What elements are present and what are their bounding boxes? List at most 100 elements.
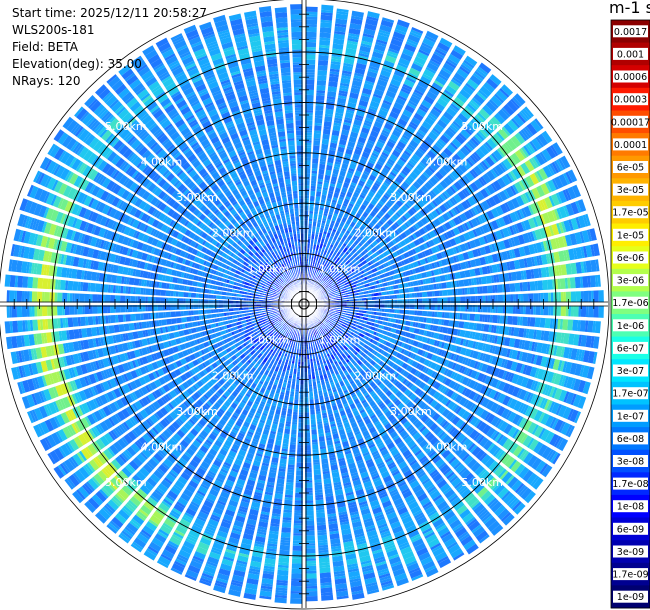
beta-gate (394, 221, 400, 228)
beta-gate (514, 149, 525, 162)
beta-gate (330, 286, 336, 291)
beta-gate (423, 139, 432, 147)
beta-gate (435, 183, 445, 193)
beta-gate (534, 118, 544, 130)
beta-gate (425, 66, 437, 74)
beta-gate (342, 124, 351, 131)
beta-gate (278, 557, 290, 564)
beta-gate (408, 287, 415, 293)
beta-gate (336, 8, 349, 13)
beta-gate (378, 292, 382, 296)
beta-gate (433, 318, 440, 325)
beta-gate (328, 185, 335, 192)
beta-gate (316, 271, 320, 277)
beta-gate (513, 114, 525, 127)
beta-gate (398, 187, 405, 193)
beta-gate (399, 294, 403, 299)
beta-gate (326, 164, 333, 171)
beta-gate (331, 201, 337, 206)
beta-gate (543, 292, 549, 303)
beta-gate (292, 540, 303, 544)
beta-gate (535, 153, 546, 166)
beta-gate (325, 285, 329, 288)
beta-gate (406, 244, 412, 250)
beta-gate (479, 214, 486, 223)
beta-gate (552, 142, 563, 155)
beta-gate (401, 215, 408, 221)
beta-gate (433, 197, 442, 206)
beta-gate (560, 155, 571, 169)
beta-gate (419, 75, 432, 85)
beta-gate (394, 236, 401, 243)
beta-gate (399, 197, 405, 204)
beta-gate (432, 127, 441, 135)
beta-gate (346, 230, 351, 234)
beta-gate (444, 240, 452, 248)
beta-gate (497, 305, 504, 314)
beta-gate (314, 249, 318, 256)
beta-gate (360, 43, 372, 48)
beta-gate (540, 305, 544, 316)
beta-gate (320, 153, 327, 160)
beta-gate (421, 42, 433, 50)
beta-gate (422, 37, 436, 48)
beta-gate (366, 216, 372, 222)
beta-gate (522, 127, 532, 139)
beta-gate (314, 234, 319, 240)
beta-gate (476, 248, 482, 256)
beta-gate (463, 107, 474, 116)
beta-gate (406, 201, 412, 208)
beta-gate (382, 216, 388, 222)
beta-gate (412, 255, 417, 261)
beta-gate (474, 179, 483, 189)
beta-gate (446, 143, 457, 154)
beta-gate (394, 147, 402, 154)
beta-gate (340, 191, 346, 196)
beta-gate (394, 163, 403, 171)
beta-gate (375, 141, 385, 149)
beta-gate (403, 211, 412, 220)
beta-gate (424, 234, 430, 241)
beta-gate (339, 251, 345, 257)
beta-gate (542, 165, 553, 178)
beta-gate (293, 409, 298, 413)
beta-gate (366, 178, 374, 186)
beta-gate (365, 117, 374, 123)
beta-gate (473, 165, 483, 176)
beta-gate (310, 419, 316, 425)
beta-gate (442, 164, 452, 174)
beta-gate (363, 146, 372, 154)
beta-gate (323, 212, 328, 217)
beta-gate (409, 171, 418, 180)
beta-gate (376, 266, 380, 271)
beta-gate (336, 11, 349, 15)
beta-gate (334, 241, 339, 248)
beta-gate (361, 301, 365, 304)
beta-gate (450, 49, 464, 60)
beta-gate (403, 258, 410, 265)
beta-gate (354, 287, 358, 290)
beta-gate (305, 72, 315, 75)
beta-gate (368, 214, 374, 220)
beta-gate (336, 239, 341, 243)
beta-gate (434, 101, 445, 112)
beta-gate (509, 225, 515, 235)
beta-gate (439, 93, 451, 104)
beta-gate (514, 181, 524, 193)
beta-gate (312, 449, 319, 453)
beta-gate (465, 171, 475, 182)
beta-gate (305, 84, 315, 90)
beta-gate (352, 124, 361, 129)
beta-gate (350, 160, 358, 165)
beta-gate (354, 230, 361, 238)
beta-gate (362, 87, 372, 96)
beta-gate (411, 93, 422, 101)
beta-gate (365, 142, 374, 150)
beta-gate (459, 243, 467, 252)
beta-gate (395, 199, 404, 208)
beta-gate (290, 593, 303, 599)
beta-gate (305, 530, 315, 536)
beta-gate (304, 190, 310, 196)
beta-gate (333, 255, 338, 261)
beta-gate (344, 232, 349, 237)
